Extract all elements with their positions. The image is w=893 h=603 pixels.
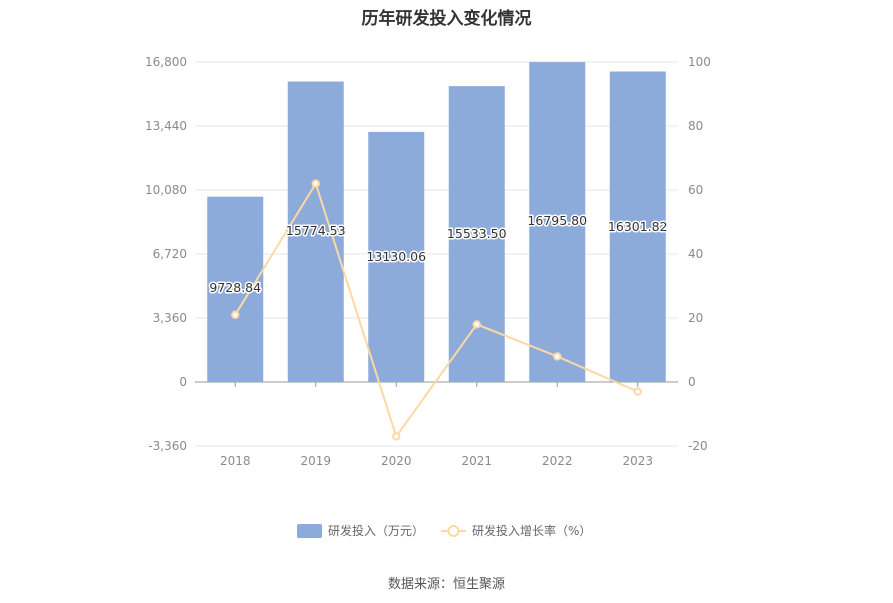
line-point (553, 352, 562, 361)
y-right-tick-label: 60 (688, 183, 703, 197)
line-point (633, 387, 642, 396)
bar-data-label-halo: 16795.80 (527, 213, 587, 228)
y-left-tick-label: 16,800 (145, 55, 187, 69)
bar-data-label: 9728.84 (209, 280, 261, 295)
line-point (311, 179, 320, 188)
bar (207, 196, 264, 382)
x-tick-label: 2018 (220, 454, 251, 468)
bar (609, 71, 666, 383)
y-right-tick-label: -20 (688, 439, 708, 453)
x-tick-label: 2020 (381, 454, 412, 468)
legend-line-label: 研发投入增长率（%） (472, 523, 591, 538)
y-left-tick-label: 0 (179, 375, 187, 389)
y-right-tick-label: 100 (688, 55, 711, 69)
line-point (472, 320, 481, 329)
bar-data-label: 13130.06 (366, 249, 426, 264)
bar-data-label: 16301.82 (608, 219, 668, 234)
bar (368, 131, 425, 382)
bar-data-label: 15533.50 (447, 226, 507, 241)
growth-rate-line (234, 181, 639, 439)
y-left-tick-label: -3,360 (148, 439, 187, 453)
x-tick-label: 2019 (300, 454, 331, 468)
y-left-tick-label: 3,360 (153, 311, 187, 325)
bar-data-label-halo: 15774.53 (286, 223, 346, 238)
chart-title: 历年研发投入变化情况 (361, 9, 532, 29)
legend-bar-swatch (297, 524, 322, 538)
bar-data-label-halo: 15533.50 (447, 226, 507, 241)
bar (287, 81, 344, 382)
y-left-tick-label: 10,080 (145, 183, 187, 197)
y-right-tick-label: 0 (688, 375, 696, 389)
y-right-tick-label: 20 (688, 311, 703, 325)
bar-data-label: 15774.53 (286, 223, 346, 238)
x-tick-label: 2021 (461, 454, 492, 468)
y-left-tick-label: 13,440 (145, 119, 187, 133)
bar-data-label-halo: 13130.06 (366, 249, 426, 264)
x-tick-label: 2022 (542, 454, 573, 468)
legend-bar-label: 研发投入（万元） (328, 523, 424, 538)
y-right-tick-label: 40 (688, 247, 703, 261)
bar-data-label-halo: 9728.84 (209, 280, 261, 295)
line-point (392, 432, 401, 441)
line-point (231, 310, 240, 319)
data-source-note: 数据来源：恒生聚源 (387, 577, 505, 592)
y-left-tick-label: 6,720 (153, 247, 187, 261)
bar-data-label: 16795.80 (527, 213, 587, 228)
bar (529, 62, 586, 382)
x-tick-label: 2023 (622, 454, 653, 468)
y-right-tick-label: 80 (688, 119, 703, 133)
legend-line-marker (447, 525, 460, 537)
bar-data-label-halo: 16301.82 (608, 219, 668, 234)
